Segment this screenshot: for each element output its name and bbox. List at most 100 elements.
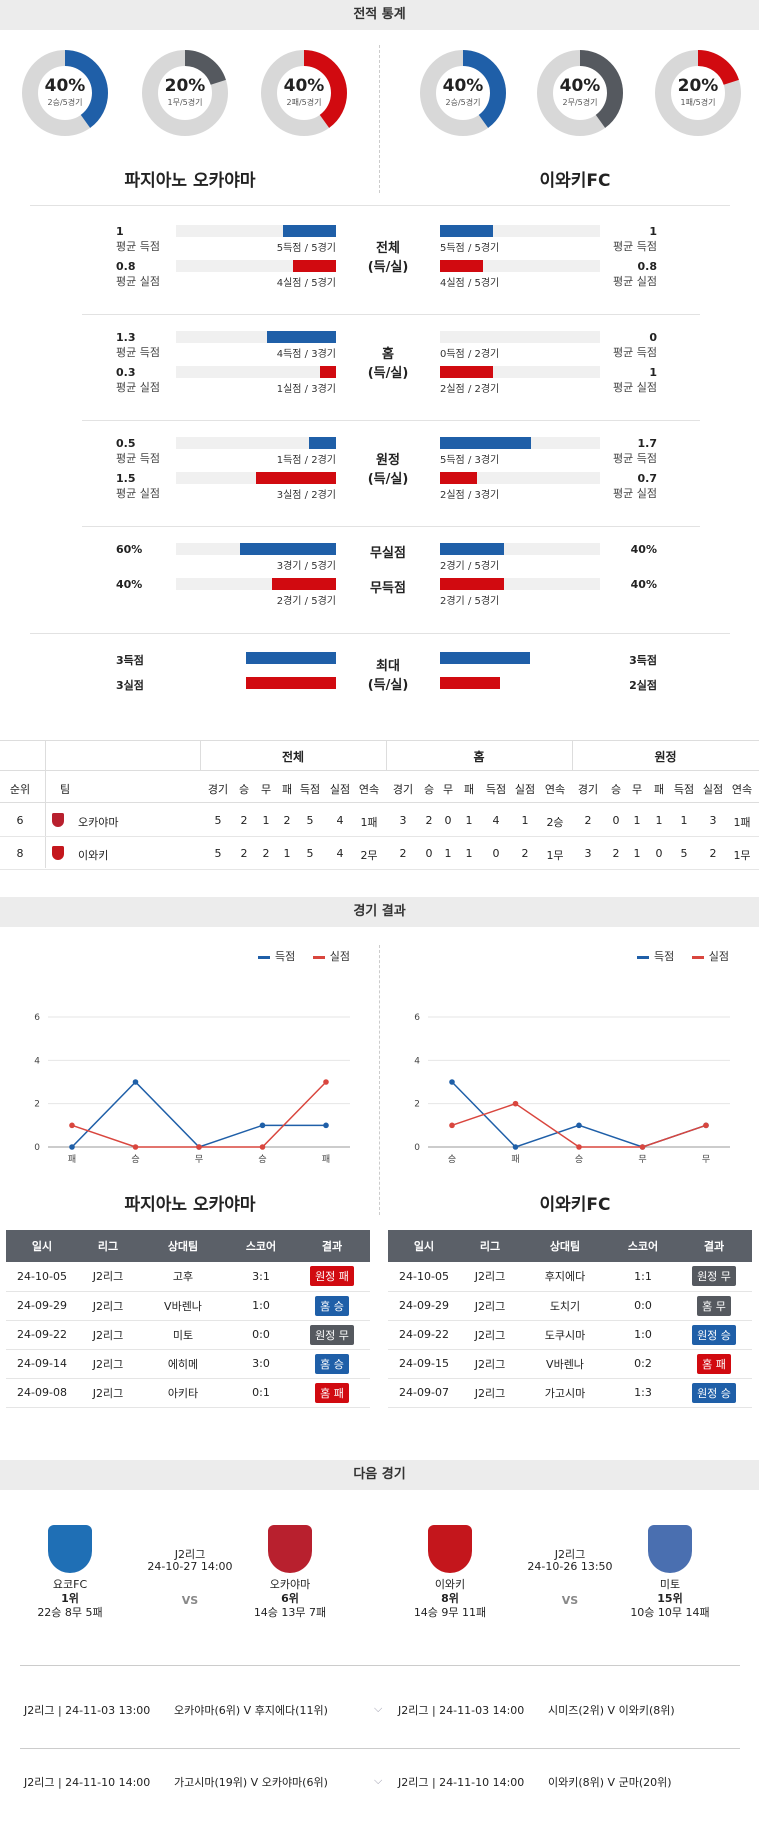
home-team-name[interactable]: 요코FC	[52, 1578, 88, 1591]
table-row: 24-09-07 J2리그 가고시마 1:3 원정 승	[388, 1378, 752, 1408]
standings-cell: 1패	[360, 816, 378, 829]
match-score: 3:0	[228, 1349, 294, 1379]
donut-arc	[261, 50, 347, 136]
home-team-name[interactable]: 이와키	[434, 1578, 466, 1591]
match-opponent[interactable]: 후지에다	[520, 1262, 610, 1292]
standings-cell: 2	[262, 847, 270, 860]
fixture-teams[interactable]: 오카야마(6위) V 후지에다(11위)	[174, 1704, 328, 1717]
match-opponent[interactable]: 고후	[138, 1262, 228, 1292]
donut-percent: 40%	[559, 76, 601, 96]
home-team-rank: 1위	[61, 1592, 79, 1605]
home-bar	[267, 331, 336, 343]
away-stat-value: 1	[649, 225, 657, 238]
x-tick-label: 승	[258, 1154, 266, 1165]
table-row: 24-09-22 J2리그 도쿠시마 1:0 원정 승	[388, 1320, 752, 1350]
standings-cell: 1	[465, 847, 473, 860]
donut-chart: 40% 2승/5경기	[420, 50, 506, 136]
away-bar-caption: 2경기 / 5경기	[440, 561, 500, 572]
away-bar-caption: 2실점 / 3경기	[440, 490, 500, 501]
fixture-teams[interactable]: 이와키(8위) V 군마(20위)	[548, 1776, 672, 1789]
divider	[0, 770, 759, 771]
match-score: 1:0	[610, 1320, 676, 1350]
results-col-header: 스코어	[610, 1230, 676, 1262]
away-team-record: 14승 13무 7패	[253, 1606, 327, 1619]
away-bar-caption: 5득점 / 5경기	[440, 243, 500, 254]
match-result: 원정 승	[676, 1320, 752, 1350]
standings-team-name[interactable]: 오카야마	[78, 816, 119, 829]
home-stat-label: 평균 득점	[116, 240, 160, 253]
x-tick-label: 패	[322, 1154, 330, 1165]
match-league: J2리그	[460, 1262, 520, 1292]
away-team-name[interactable]: 미토	[659, 1578, 681, 1591]
x-tick-label: 패	[511, 1154, 519, 1165]
home-bar	[283, 225, 336, 237]
standings-group-2: 원정	[654, 750, 677, 764]
match-opponent[interactable]: 도쿠시마	[520, 1320, 610, 1350]
home-max-value: 3득점	[116, 654, 144, 667]
away-team-logo	[268, 1525, 312, 1573]
match-result: 원정 패	[294, 1262, 370, 1292]
data-point	[512, 1144, 519, 1150]
standings-cell: 1	[633, 847, 641, 860]
bar-track	[440, 472, 600, 484]
data-point	[703, 1122, 709, 1129]
series-line	[71, 1081, 327, 1148]
match-league: J2리그	[78, 1262, 138, 1292]
away-team-name-results: 이와키FC	[539, 1195, 611, 1215]
x-tick-label: 무	[638, 1154, 646, 1165]
results-col-header: 일시	[388, 1230, 460, 1262]
match-opponent[interactable]: 아키타	[138, 1378, 228, 1408]
standings-cell: 2	[425, 814, 433, 827]
donut-ring	[655, 50, 741, 136]
standings-cell: 1	[465, 814, 473, 827]
standings-col-header: 경기	[577, 783, 599, 796]
divider	[0, 802, 759, 803]
standings-cell: 1	[680, 814, 688, 827]
standings-col-header: 득점	[299, 783, 321, 796]
standings-team-name[interactable]: 이와키	[78, 849, 109, 862]
fixture-teams[interactable]: 시미즈(2위) V 이와키(8위)	[548, 1704, 675, 1717]
home-stat-value: 0.5	[116, 437, 136, 450]
away-stat-label: 평균 득점	[613, 452, 657, 465]
results-header-row: 일시 리그 상대팀 스코어 결과	[388, 1230, 752, 1262]
standings-cell: 5	[214, 847, 222, 860]
table-row: 24-10-05 J2리그 후지에다 1:1 원정 무	[388, 1262, 752, 1292]
match-league: J2리그	[460, 1378, 520, 1408]
standings-cell: 2	[399, 847, 407, 860]
standings-cell: 1무	[546, 849, 564, 862]
standings-col-header: 득점	[485, 783, 507, 796]
match-opponent[interactable]: 미토	[138, 1320, 228, 1350]
match-opponent[interactable]: 가고시마	[520, 1378, 610, 1408]
match-opponent[interactable]: V바렌나	[138, 1291, 228, 1321]
away-stat-value: 40%	[630, 578, 657, 591]
home-team-record: 14승 9무 11패	[413, 1606, 487, 1619]
match-opponent[interactable]: 도치기	[520, 1291, 610, 1321]
home-bar-caption: 1실점 / 3경기	[276, 384, 336, 395]
away-team-name[interactable]: 오카야마	[269, 1578, 311, 1591]
standings-col-header: 승	[610, 783, 622, 796]
standings-cell: 2	[240, 847, 248, 860]
bar-track	[440, 331, 600, 343]
match-score: 0:2	[610, 1349, 676, 1379]
divider	[572, 740, 573, 770]
match-opponent[interactable]: 에히메	[138, 1349, 228, 1379]
x-tick-label: 패	[68, 1154, 76, 1165]
data-point	[196, 1144, 202, 1150]
match-result: 홈 승	[294, 1291, 370, 1321]
x-tick-label: 승	[575, 1154, 583, 1165]
data-point	[576, 1122, 582, 1129]
standings-col-header: 무	[260, 783, 272, 796]
bar-track	[176, 437, 336, 449]
result-badge: 원정 승	[692, 1382, 736, 1403]
home-bar-caption: 5득점 / 5경기	[276, 243, 336, 254]
fixture-teams[interactable]: 가고시마(19위) V 오카야마(6위)	[174, 1776, 328, 1789]
away-team-logo	[648, 1525, 692, 1573]
standings-cell: 4	[336, 847, 344, 860]
standings-col-header: 연속	[731, 783, 753, 796]
away-stat-label: 평균 실점	[613, 487, 657, 500]
results-table-home: 일시 리그 상대팀 스코어 결과 24-10-05 J2리그 고후 3:1 원정 패 24-09-2…	[6, 1230, 370, 1408]
donut-arc	[537, 50, 623, 136]
standings-col-team: 팀	[59, 783, 71, 796]
fixture-info: J2리그 | 24-11-03 14:00	[398, 1704, 525, 1717]
match-opponent[interactable]: V바렌나	[520, 1349, 610, 1379]
